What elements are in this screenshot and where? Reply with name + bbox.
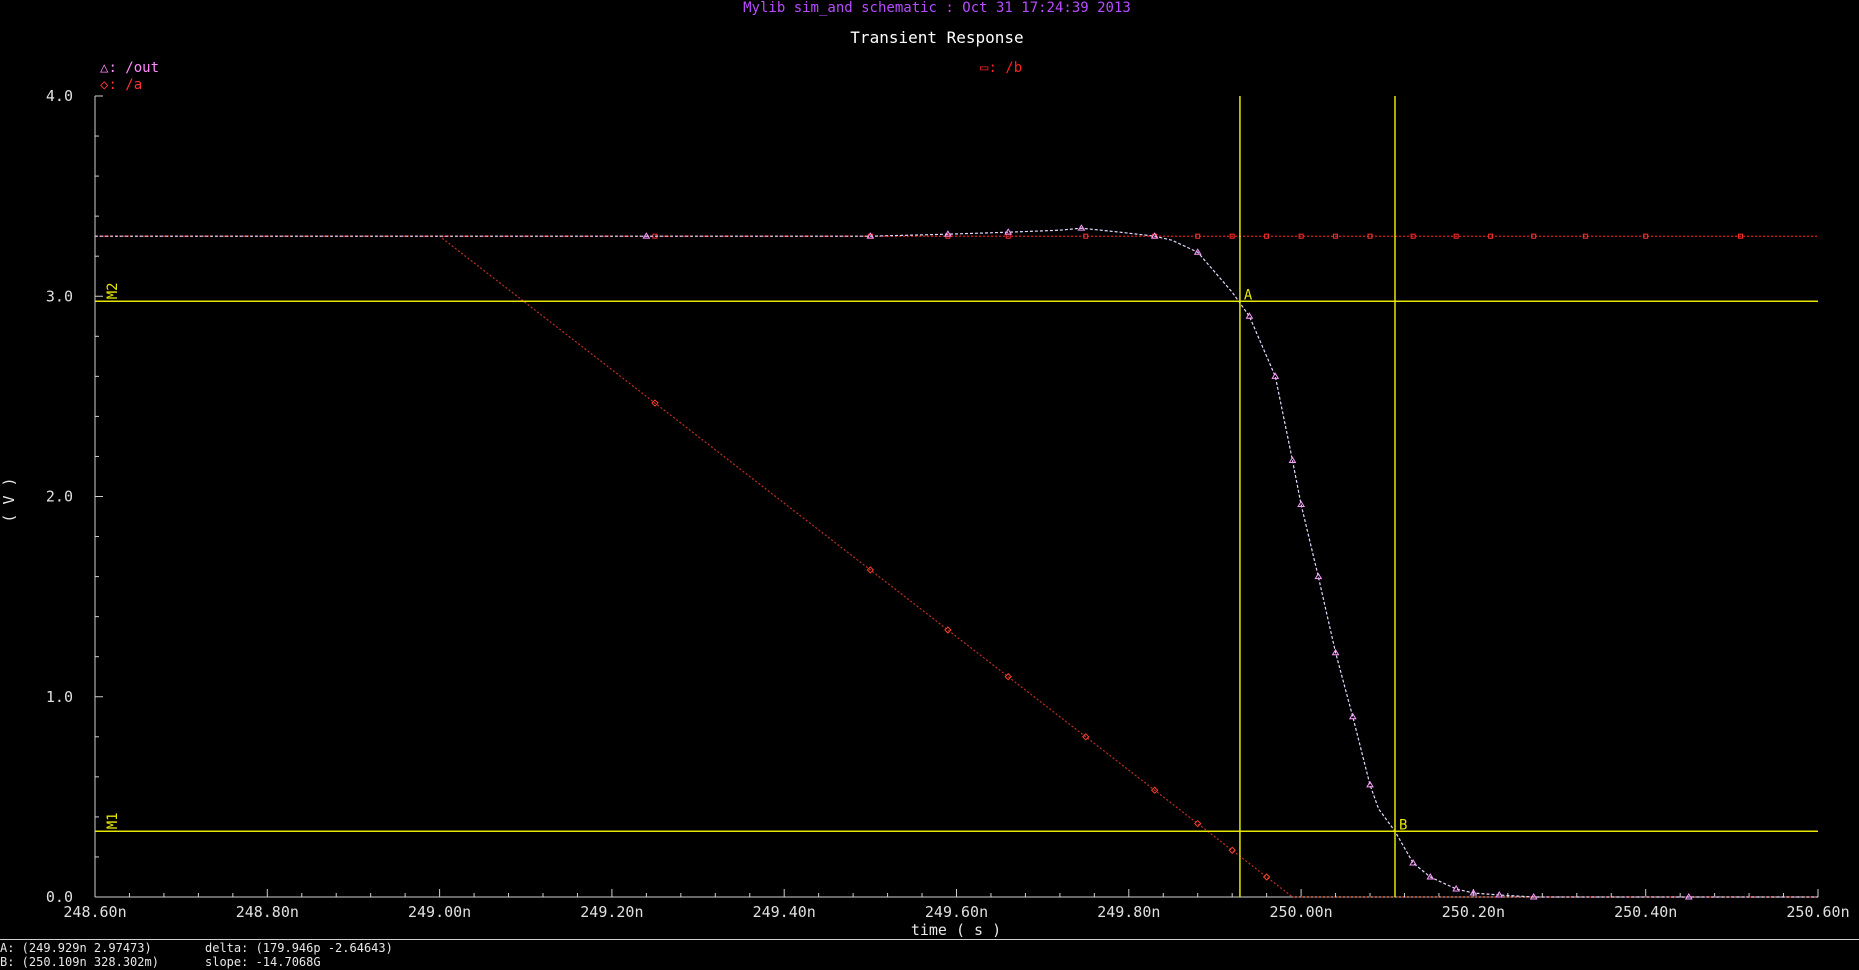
x-tick-label: 249.80n: [1097, 903, 1160, 921]
series-out: [95, 224, 1818, 900]
legend-item-a: ◇: /a: [100, 77, 142, 93]
window-header: Mylib sim_and schematic : Oct 31 17:24:3…: [743, 0, 1131, 16]
marker-point-b: [1367, 233, 1373, 239]
marker-label-m2: M2: [105, 282, 121, 299]
marker-point-b: [1333, 233, 1339, 239]
marker-point-b: [1488, 233, 1494, 239]
marker-point-out: [1469, 889, 1478, 896]
cursor-label-a: A: [1244, 287, 1253, 303]
marker-point-b: [1264, 233, 1270, 239]
marker-point-out: [1452, 885, 1461, 892]
marker-point-a: [1004, 673, 1012, 681]
marker-point-out: [1348, 712, 1357, 720]
y-axis-label: ( V ): [0, 477, 18, 522]
legend-label-a: /a: [125, 77, 142, 93]
marker-point-out: [1288, 456, 1297, 463]
cursor-b-readout: B: (250.109n 328.302m): [0, 955, 159, 969]
marker-point-out: [1271, 372, 1280, 379]
series-a: [95, 235, 1818, 898]
marker-point-b: [1582, 233, 1588, 239]
marker-point-out: [1409, 858, 1417, 866]
y-tick-label: 1.0: [46, 688, 73, 706]
marker-point-b: [1229, 233, 1235, 239]
marker-point-a: [1194, 819, 1202, 828]
cursor-label-b: B: [1399, 817, 1407, 833]
marker-point-a: [1082, 733, 1090, 741]
legend-label-out: /out: [125, 60, 159, 76]
legend-marker-b: ▭: [980, 60, 989, 76]
legend-marker-out: △: [100, 60, 109, 76]
cursor-a-readout: A: (249.929n 2.97473): [0, 941, 152, 955]
marker-point-out: [1077, 224, 1086, 231]
marker-point-a: [944, 626, 952, 634]
x-tick-label: 248.60n: [63, 903, 126, 921]
series-line-a: [95, 235, 1818, 898]
marker-label-m1: M1: [105, 812, 121, 829]
legend: △: /out ◇: /a ▭: /b: [100, 60, 1022, 93]
y-tick-label: 0.0: [46, 888, 73, 906]
marker-point-out: [642, 232, 651, 239]
marker-point-b: [1410, 233, 1416, 239]
y-tick-label: 4.0: [46, 87, 73, 105]
marker-point-out: [1245, 312, 1254, 319]
marker-point-out: [1150, 232, 1159, 239]
y-tick-label: 3.0: [46, 287, 73, 305]
marker-point-out: [1529, 893, 1538, 900]
marker-point-out: [1193, 248, 1202, 255]
x-axis-label: time ( s ): [911, 921, 1001, 939]
series-b: [95, 233, 1818, 239]
marker-point-out: [1297, 500, 1305, 508]
x-tick-label: 249.20n: [580, 903, 643, 921]
marker-point-b: [1737, 233, 1743, 239]
marker-point-a: [1150, 786, 1159, 794]
waveform-plot[interactable]: Mylib sim_and schematic : Oct 31 17:24:3…: [0, 0, 1859, 939]
cursor-layer[interactable]: M2 M1 A B: [95, 96, 1818, 897]
x-tick-label: 248.80n: [236, 903, 299, 921]
x-tick-label: 250.20n: [1442, 903, 1505, 921]
marker-point-a: [1228, 846, 1236, 854]
marker-point-b: [1195, 233, 1201, 239]
marker-point-b: [1531, 233, 1537, 239]
marker-point-a: [866, 566, 875, 574]
marker-point-out: [1314, 572, 1323, 580]
marker-point-out: [1684, 893, 1693, 900]
delta-readout: delta: (179.946p -2.64643): [205, 941, 393, 955]
x-tick-label: 249.40n: [753, 903, 816, 921]
status-bar: A: (249.929n 2.97473) B: (250.109n 328.3…: [0, 939, 1859, 970]
marker-point-out: [1331, 648, 1340, 656]
legend-label-b: /b: [1005, 60, 1022, 76]
marker-point-b: [1083, 233, 1089, 239]
chart-title: Transient Response: [850, 28, 1023, 47]
x-tick-label: 249.00n: [408, 903, 471, 921]
marker-point-b: [1643, 233, 1649, 239]
marker-point-a: [1262, 873, 1271, 881]
marker-point-out: [1366, 780, 1374, 788]
legend-marker-a: ◇: [100, 77, 109, 93]
marker-point-out: [1426, 873, 1435, 880]
x-tick-label: 249.60n: [925, 903, 988, 921]
marker-point-out: [1004, 228, 1013, 235]
marker-point-b: [1298, 233, 1304, 239]
x-tick-label: 250.60n: [1786, 903, 1849, 921]
slope-readout: slope: -14.7068G: [205, 955, 321, 969]
y-tick-label: 2.0: [46, 488, 73, 506]
axes: 248.60n 248.80n 249.00n 249.20n 249.40n 249.6…: [46, 87, 1850, 921]
marker-point-out: [866, 232, 875, 239]
marker-point-a: [651, 399, 659, 407]
legend-item-b: ▭: /b: [980, 60, 1022, 76]
x-tick-label: 250.00n: [1269, 903, 1332, 921]
x-tick-label: 250.40n: [1614, 903, 1677, 921]
marker-point-out: [944, 230, 952, 237]
marker-point-out: [1495, 891, 1504, 898]
series-layer: [95, 224, 1818, 900]
marker-point-b: [1453, 233, 1459, 239]
legend-item-out: △: /out: [100, 60, 159, 76]
series-line-out: [95, 227, 1818, 898]
